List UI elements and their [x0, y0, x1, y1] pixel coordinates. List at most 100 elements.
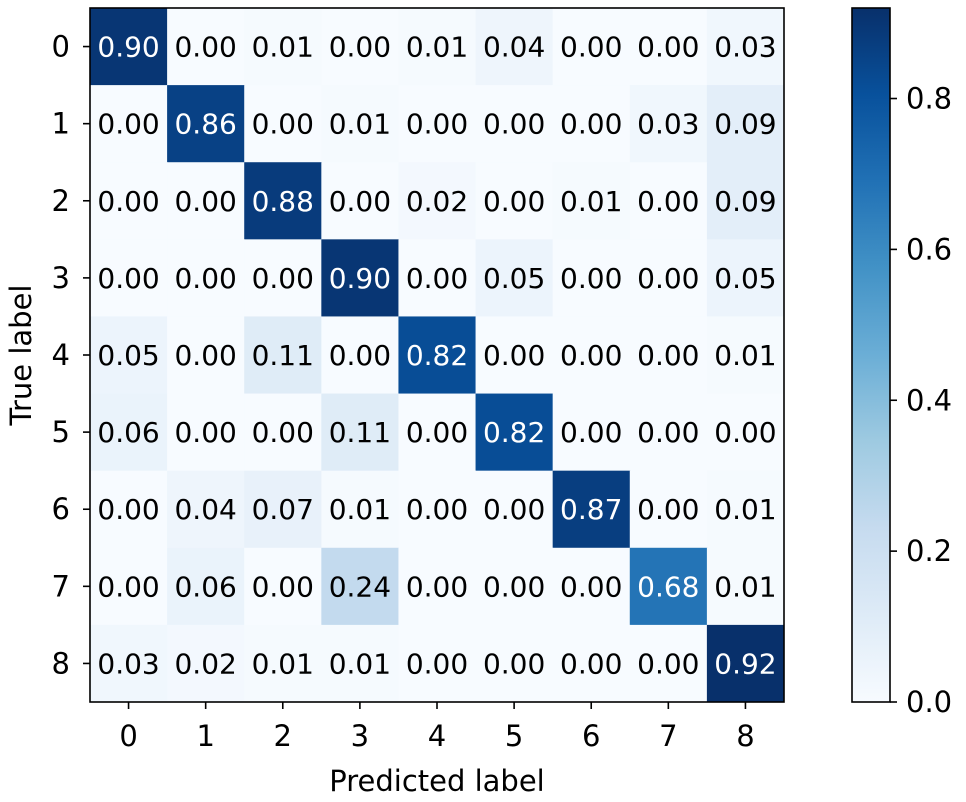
- cell-value-label: 0.04: [174, 493, 236, 526]
- cell-value-label: 0.11: [252, 339, 314, 372]
- heatmap-cell: [629, 547, 708, 626]
- heatmap-cell: [552, 239, 631, 317]
- cell-value-label: 0.00: [406, 416, 468, 449]
- cell-value-label: 0.04: [483, 31, 545, 64]
- heatmap-cell: [321, 162, 399, 240]
- cell-value-label: 0.01: [252, 647, 314, 680]
- cell-value-label: 0.01: [714, 570, 776, 603]
- cell-value-label: 0.00: [637, 647, 699, 680]
- heatmap-cell: [629, 470, 708, 549]
- heatmap-cell: [475, 470, 554, 549]
- y-axis-label: True label: [4, 285, 38, 427]
- heatmap-cell: [90, 162, 168, 240]
- y-tick-label: 8: [52, 646, 70, 680]
- heatmap-cell: [475, 547, 554, 626]
- heatmap-cell: [244, 547, 322, 626]
- heatmap-cell: [629, 8, 708, 86]
- heatmap-cell: [706, 8, 785, 86]
- heatmap-cell: [90, 239, 168, 317]
- heatmap-cell: [552, 470, 631, 549]
- cell-value-label: 0.00: [483, 339, 545, 372]
- y-tick-label: 3: [52, 261, 70, 295]
- cell-value-label: 0.09: [714, 185, 776, 218]
- x-tick-label: 5: [505, 719, 523, 753]
- heatmap-cell: [321, 239, 399, 317]
- cell-value-label: 0.90: [97, 31, 159, 64]
- cell-value-label: 0.82: [483, 416, 545, 449]
- heatmap-cell: [398, 393, 477, 472]
- cell-value-label: 0.00: [714, 416, 776, 449]
- heatmap-cell: [552, 316, 631, 395]
- cell-value-label: 0.68: [637, 570, 699, 603]
- cell-value-label: 0.06: [174, 570, 236, 603]
- heatmap-cell: [552, 393, 631, 472]
- heatmap-cell: [475, 393, 554, 472]
- cell-value-label: 0.00: [483, 570, 545, 603]
- x-tick-label: 1: [196, 719, 214, 753]
- cell-value-label: 0.01: [714, 339, 776, 372]
- cell-value-label: 0.00: [97, 108, 159, 141]
- cell-value-label: 0.88: [252, 185, 314, 218]
- heatmap-cell: [629, 624, 708, 703]
- y-tick-label: 2: [52, 184, 70, 218]
- cell-value-label: 0.00: [329, 31, 391, 64]
- x-axis-ticks: 0 1 2 3 4 5 6 7 8: [119, 702, 755, 753]
- heatmap-cell: [706, 85, 785, 163]
- cell-value-label: 0.00: [97, 185, 159, 218]
- cell-value-label: 0.00: [252, 108, 314, 141]
- colorbar-tick-label: 0.0: [906, 685, 952, 719]
- cell-value-label: 0.24: [329, 570, 391, 603]
- cell-value-label: 0.00: [252, 416, 314, 449]
- cell-value-label: 0.00: [97, 570, 159, 603]
- colorbar-tick-label: 0.8: [906, 82, 952, 116]
- cell-value-label: 0.06: [97, 416, 159, 449]
- heatmap-cell: [398, 316, 477, 395]
- cell-value-label: 0.00: [483, 108, 545, 141]
- cell-value-label: 0.00: [560, 31, 622, 64]
- heatmap-cell: [706, 316, 785, 395]
- x-tick-label: 4: [428, 719, 446, 753]
- heatmap-cell: [321, 547, 399, 626]
- heatmap-cell: [552, 8, 631, 86]
- heatmap-cell: [629, 393, 708, 472]
- heatmap-cells: [90, 8, 785, 703]
- heatmap-cell: [475, 316, 554, 395]
- colorbar-tick-label: 0.2: [906, 534, 952, 568]
- cell-value-label: 0.00: [174, 185, 236, 218]
- cell-value-label: 0.92: [714, 647, 776, 680]
- cell-value-label: 0.00: [252, 262, 314, 295]
- y-tick-label: 6: [52, 492, 70, 526]
- cell-value-label: 0.01: [406, 31, 468, 64]
- cell-value-label: 0.01: [560, 185, 622, 218]
- cell-value-label: 0.00: [252, 570, 314, 603]
- heatmap-cell: [398, 85, 477, 163]
- heatmap-cell: [321, 393, 399, 472]
- heatmap-cell: [244, 470, 322, 549]
- heatmap-cell: [167, 393, 245, 472]
- heatmap-cell: [398, 547, 477, 626]
- cell-value-label: 0.09: [714, 108, 776, 141]
- x-tick-label: 8: [736, 719, 754, 753]
- heatmap-cell: [475, 8, 554, 86]
- heatmap-cell: [244, 239, 322, 317]
- heatmap-cell: [629, 239, 708, 317]
- cell-value-label: 0.03: [714, 31, 776, 64]
- cell-value-label: 0.00: [560, 647, 622, 680]
- cell-value-label: 0.05: [483, 262, 545, 295]
- heatmap-cell: [552, 547, 631, 626]
- y-tick-label: 1: [52, 107, 70, 141]
- colorbar-tick-label: 0.4: [906, 383, 952, 417]
- heatmap-cell: [398, 162, 477, 240]
- heatmap-cell: [167, 85, 245, 163]
- cell-value-label: 0.00: [406, 108, 468, 141]
- heatmap-cell: [90, 8, 168, 86]
- cell-value-label: 0.00: [329, 185, 391, 218]
- cell-value-label: 0.01: [714, 493, 776, 526]
- cell-value-label: 0.00: [174, 31, 236, 64]
- heatmap-cell-labels: 0.90 0.00 0.01 0.00 0.01 0.04 0.00 0.00 0.03 0.00…: [97, 31, 776, 681]
- cell-value-label: 0.00: [97, 493, 159, 526]
- heatmap-cell: [629, 85, 708, 163]
- cell-value-label: 0.00: [560, 339, 622, 372]
- cell-value-label: 0.11: [329, 416, 391, 449]
